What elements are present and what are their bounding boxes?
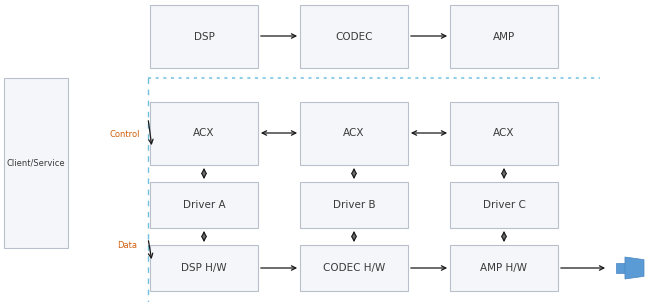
Text: DSP H/W: DSP H/W: [181, 263, 227, 273]
Text: ACX: ACX: [493, 128, 515, 139]
FancyBboxPatch shape: [150, 5, 258, 68]
FancyBboxPatch shape: [150, 102, 258, 165]
FancyBboxPatch shape: [300, 245, 408, 291]
FancyBboxPatch shape: [450, 5, 558, 68]
Text: Driver B: Driver B: [333, 200, 375, 210]
Text: CODEC H/W: CODEC H/W: [323, 263, 385, 273]
Text: ACX: ACX: [344, 128, 365, 139]
Text: ACX: ACX: [193, 128, 215, 139]
FancyBboxPatch shape: [450, 182, 558, 228]
Text: Driver A: Driver A: [183, 200, 225, 210]
Text: Data: Data: [117, 241, 137, 250]
FancyBboxPatch shape: [300, 5, 408, 68]
FancyBboxPatch shape: [300, 102, 408, 165]
Polygon shape: [625, 257, 644, 279]
Text: AMP: AMP: [493, 31, 515, 41]
Text: DSP: DSP: [193, 31, 215, 41]
FancyBboxPatch shape: [300, 182, 408, 228]
Text: Control: Control: [110, 130, 140, 139]
Text: CODEC: CODEC: [336, 31, 373, 41]
FancyBboxPatch shape: [4, 78, 68, 248]
Text: AMP H/W: AMP H/W: [480, 263, 527, 273]
FancyBboxPatch shape: [450, 245, 558, 291]
Text: Client/Service: Client/Service: [7, 159, 65, 168]
Text: Driver C: Driver C: [482, 200, 525, 210]
FancyBboxPatch shape: [150, 182, 258, 228]
FancyBboxPatch shape: [450, 102, 558, 165]
FancyBboxPatch shape: [616, 263, 625, 273]
FancyBboxPatch shape: [150, 245, 258, 291]
